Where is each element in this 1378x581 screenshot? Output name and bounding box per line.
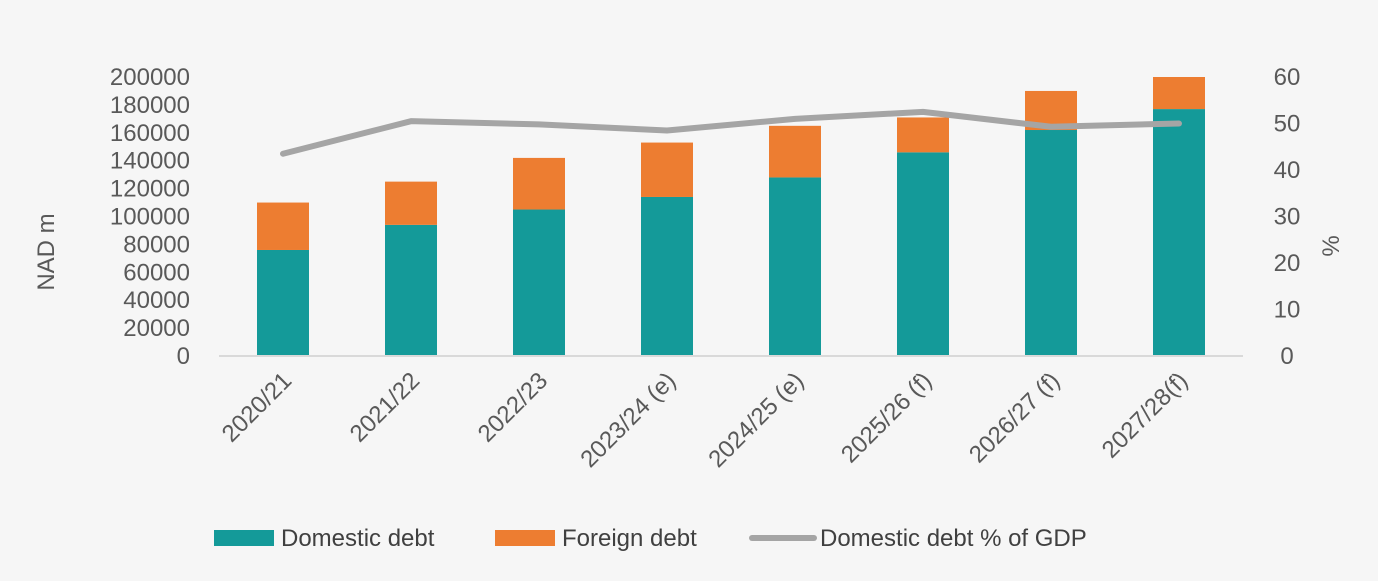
foreign-debt-bar	[1153, 77, 1205, 110]
domestic-debt-bar	[641, 196, 693, 356]
x-tick-label: 2022/23	[473, 367, 553, 447]
y-tick-label: 80000	[123, 231, 190, 258]
line-series	[280, 108, 1182, 157]
line-point	[1050, 126, 1052, 128]
x-tick-label: 2026/27 (f)	[964, 367, 1065, 468]
y-tick-label: 160000	[110, 120, 190, 147]
y-tick-label: 0	[177, 343, 190, 370]
domestic-debt-bar	[513, 209, 565, 356]
foreign-debt-bar	[513, 157, 565, 210]
left-axis-ticks: 0200004000060000800001000001200001400001…	[110, 64, 190, 370]
y-tick-label: 60000	[123, 259, 190, 286]
line-point	[794, 118, 796, 120]
y2-tick-label: 30	[1274, 204, 1301, 231]
foreign-debt-bar	[897, 117, 949, 153]
legend: Domestic debt Foreign debt Domestic debt %…	[214, 525, 1087, 552]
foreign-debt-bar	[257, 202, 309, 250]
y-tick-label: 140000	[110, 148, 190, 175]
x-tick-label: 2020/21	[217, 367, 297, 447]
y2-tick-label: 10	[1274, 297, 1301, 324]
bar-series	[257, 77, 1205, 357]
foreign-debt-bar	[641, 142, 693, 197]
legend-swatch	[495, 530, 555, 546]
foreign-debt-bar	[385, 181, 437, 225]
domestic-debt-bar	[1025, 130, 1077, 356]
line-point	[410, 120, 412, 122]
legend-label: Foreign debt	[562, 525, 697, 552]
foreign-debt-bar	[769, 125, 821, 178]
x-tick-label: 2024/25 (e)	[703, 367, 809, 473]
legend-label: Domestic debt % of GDP	[820, 525, 1087, 552]
y2-tick-label: 0	[1280, 343, 1293, 370]
right-axis-ticks: 0 10 20 30 40 50 60	[1274, 64, 1301, 370]
y2-tick-label: 60	[1274, 64, 1301, 91]
y2-tick-label: 20	[1274, 250, 1301, 277]
line-point	[282, 153, 284, 155]
left-axis-title: NAD m	[33, 213, 60, 290]
domestic-debt-pct-gdp-line	[280, 108, 1182, 157]
x-tick-label: 2021/22	[345, 367, 425, 447]
domestic-debt-bar	[769, 177, 821, 356]
domestic-debt-bar	[1153, 109, 1205, 357]
domestic-debt-bar	[385, 224, 437, 356]
line-point	[538, 123, 540, 125]
x-tick-label: 2025/26 (f)	[836, 367, 937, 468]
y-tick-label: 20000	[123, 315, 190, 342]
y-tick-label: 100000	[110, 204, 190, 231]
y-tick-label: 120000	[110, 176, 190, 203]
line-point	[666, 129, 668, 131]
domestic-debt-bar	[897, 152, 949, 356]
line-point	[1178, 123, 1180, 124]
x-tick-label: 2023/24 (e)	[575, 367, 681, 473]
domestic-debt-bar	[257, 249, 309, 356]
y2-tick-label: 40	[1274, 157, 1301, 184]
right-axis-title: %	[1318, 235, 1345, 256]
x-tick-label: 2027/28(f)	[1097, 367, 1193, 463]
line-point	[922, 111, 924, 113]
legend-swatch	[214, 530, 274, 546]
legend-label: Domestic debt	[281, 525, 435, 552]
y-tick-label: 180000	[110, 92, 190, 119]
y-tick-label: 200000	[110, 64, 190, 91]
y-tick-label: 40000	[123, 287, 190, 314]
y2-tick-label: 50	[1274, 111, 1301, 138]
x-axis-ticks: 2020/21 2021/22 2022/23 2023/24 (e) 2024/25 …	[217, 367, 1193, 473]
